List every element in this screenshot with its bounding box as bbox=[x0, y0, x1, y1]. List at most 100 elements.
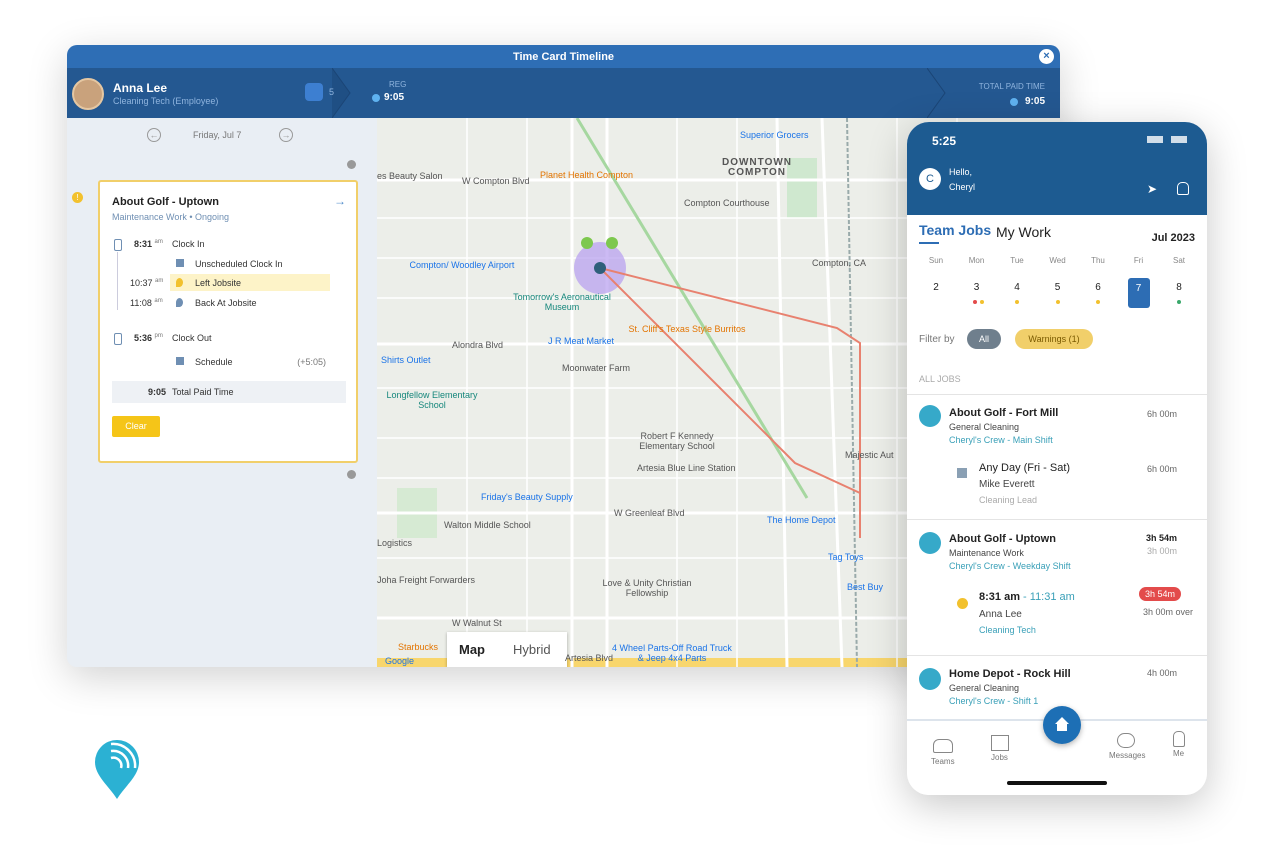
event-label: Schedule bbox=[195, 357, 233, 367]
date-dot bbox=[979, 300, 984, 304]
nav-label[interactable]: Messages bbox=[1109, 751, 1146, 760]
map-label: Shirts Outlet bbox=[381, 355, 431, 365]
nav-icon bbox=[933, 739, 953, 753]
pin-icon bbox=[176, 298, 183, 307]
home-button[interactable] bbox=[1043, 706, 1081, 744]
event: 11:08 am bbox=[130, 298, 163, 308]
weekday: Wed bbox=[1049, 256, 1066, 265]
calendar-icon bbox=[957, 468, 967, 478]
window-title: Time Card Timeline bbox=[512, 51, 615, 63]
event-label: Left Jobsite bbox=[195, 278, 242, 288]
map-label: W Greenleaf Blvd bbox=[614, 508, 685, 518]
user-avatar: C bbox=[919, 168, 941, 190]
nav-label[interactable]: Me bbox=[1173, 749, 1185, 758]
event-suffix: am bbox=[154, 239, 163, 245]
job-icon bbox=[919, 532, 941, 554]
map-label: Compton Courthouse bbox=[684, 198, 770, 208]
map-label: Artesia Blvd bbox=[565, 653, 614, 663]
warning-dot: ! bbox=[72, 192, 83, 203]
left-panel: ← Friday, Jul 7 → ! About Golf - Uptown … bbox=[67, 118, 377, 667]
reg-label: REG bbox=[389, 80, 407, 89]
filter-label: Filter by bbox=[919, 334, 955, 345]
tab[interactable]: My Work bbox=[996, 224, 1051, 240]
home-indicator bbox=[1007, 781, 1107, 785]
map-label: J R Meat Market bbox=[548, 336, 615, 346]
calendar-icon bbox=[176, 357, 184, 365]
event-label: Unscheduled Clock In bbox=[195, 259, 283, 269]
map-label: Compton, CA bbox=[812, 258, 867, 268]
total-label: TOTAL PAID TIME bbox=[978, 82, 1045, 91]
date[interactable]: 2 bbox=[933, 282, 939, 293]
nav-icon bbox=[991, 735, 1009, 751]
event-suffix: am bbox=[154, 298, 163, 304]
job-duration: 4h 00m bbox=[1146, 668, 1177, 678]
date[interactable]: 7 bbox=[1127, 278, 1150, 308]
total-text: Total Paid Time bbox=[172, 387, 234, 397]
date: Friday, Jul 7 bbox=[193, 130, 242, 140]
shift-when: 8:31 am - 11:31 am bbox=[979, 591, 1075, 603]
tab[interactable]: Team Jobs bbox=[919, 222, 992, 238]
job-title[interactable]: About Golf - Fort Mill bbox=[949, 407, 1059, 419]
job-subtitle: Maintenance Work • Ongoing bbox=[112, 212, 230, 222]
job-icon bbox=[919, 405, 941, 427]
title-bar: Time Card Timeline × bbox=[67, 45, 1060, 68]
divider bbox=[907, 655, 1207, 656]
date[interactable]: 6 bbox=[1095, 282, 1101, 293]
map-label: Longfellow Elementary School bbox=[386, 390, 478, 410]
date[interactable]: 3 bbox=[973, 282, 980, 293]
event-time: 11:08 bbox=[130, 298, 152, 308]
date-dot bbox=[1015, 300, 1019, 304]
map-label: Moonwater Farm bbox=[562, 363, 631, 373]
map-label: Best Buy bbox=[847, 582, 884, 592]
clear-button[interactable]: Clear bbox=[112, 416, 160, 437]
divider bbox=[907, 394, 1207, 395]
open-arrow[interactable]: → bbox=[334, 194, 346, 208]
weekday: Mon bbox=[968, 256, 985, 265]
phone-icon bbox=[114, 239, 122, 251]
phone-icon bbox=[114, 333, 122, 345]
prev-day[interactable]: ← bbox=[147, 128, 161, 142]
nav-label[interactable]: Teams bbox=[931, 757, 955, 766]
map-label: Joha Freight Forwarders bbox=[377, 575, 476, 585]
date-dot bbox=[1177, 300, 1181, 304]
map-label: Compton/ Woodley Airport bbox=[409, 260, 515, 270]
overtime-note: 3h 00m over bbox=[1142, 607, 1193, 617]
send-icon[interactable]: ➤ bbox=[1146, 182, 1157, 196]
nav-icon bbox=[1173, 731, 1185, 747]
timeline-line bbox=[117, 252, 118, 310]
filter-pill[interactable]: All bbox=[967, 329, 1001, 349]
shift-person: Anna Lee bbox=[979, 609, 1022, 620]
job-title[interactable]: About Golf - Uptown bbox=[949, 533, 1056, 545]
job-crew: Cheryl's Crew - Main Shift bbox=[949, 435, 1053, 445]
reg-value: 9:05 bbox=[384, 92, 405, 103]
shift-when: Any Day (Fri - Sat) bbox=[979, 462, 1071, 474]
bell-icon[interactable] bbox=[1177, 182, 1189, 195]
map-tab[interactable]: Map bbox=[459, 642, 485, 657]
bottom-nav: Teams Jobs Messages Me bbox=[907, 719, 1207, 795]
date[interactable]: 4 bbox=[1014, 282, 1020, 293]
job-crew: Cheryl's Crew - Weekday Shift bbox=[949, 561, 1071, 571]
map-label: Tomorrow's Aeronautical Museum bbox=[513, 292, 611, 312]
chevron bbox=[927, 68, 946, 118]
map-label: es Beauty Salon bbox=[377, 171, 443, 181]
job-crew: Cheryl's Crew - Shift 1 bbox=[949, 696, 1039, 706]
date-dot bbox=[1096, 300, 1100, 304]
date[interactable]: 5 bbox=[1054, 282, 1061, 293]
nav-label[interactable]: Jobs bbox=[991, 753, 1008, 762]
event-suffix: am bbox=[155, 278, 164, 284]
next-day[interactable]: → bbox=[279, 128, 293, 142]
total-row: 9:05 Total Paid Time bbox=[112, 381, 346, 403]
job-duration: 6h 00m bbox=[1146, 409, 1177, 419]
filter-pill[interactable]: Warnings (1) bbox=[1015, 329, 1093, 349]
date[interactable]: 8 bbox=[1176, 282, 1182, 293]
map-label: 4 Wheel Parts-Off Road Truck & Jeep 4x4 … bbox=[612, 643, 732, 663]
map-label: Logistics bbox=[377, 538, 413, 548]
close-button[interactable]: × bbox=[1039, 49, 1054, 64]
job-title[interactable]: Home Depot - Rock Hill bbox=[949, 668, 1071, 680]
job-icon bbox=[919, 668, 941, 690]
map-label: Alondra Blvd bbox=[452, 340, 504, 350]
tab-underline bbox=[919, 242, 939, 244]
map-tab[interactable]: Hybrid bbox=[513, 642, 551, 657]
event-time: 10:37 bbox=[130, 278, 153, 288]
